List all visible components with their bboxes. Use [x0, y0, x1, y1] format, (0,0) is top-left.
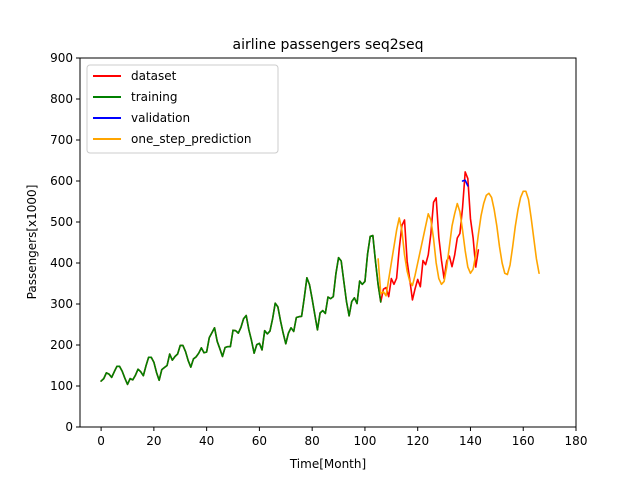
- x-axis-label: Time[Month]: [289, 457, 366, 471]
- series-line-one-step-prediction: [377, 190, 540, 297]
- legend-label-training: training: [131, 90, 178, 104]
- y-tick-label: 400: [50, 256, 73, 270]
- x-tick-label: 140: [459, 434, 482, 448]
- x-tick-label: 120: [406, 434, 429, 448]
- series-layer: [100, 171, 540, 386]
- x-tick-label: 40: [199, 434, 214, 448]
- series-line-validation: [461, 179, 469, 187]
- legend: dataset training validation one_step_predic…: [86, 64, 279, 154]
- y-tick-label: 700: [50, 133, 73, 147]
- y-tick-label: 900: [50, 51, 73, 65]
- x-tick-label: 20: [146, 434, 161, 448]
- y-tick-label: 600: [50, 174, 73, 188]
- chart-title: airline passengers seq2seq: [233, 37, 424, 53]
- legend-label-validation: validation: [131, 111, 190, 125]
- y-tick-label: 200: [50, 338, 73, 352]
- x-tick-label: 180: [565, 434, 588, 448]
- plot-frame: [79, 57, 577, 428]
- legend-box: [86, 64, 279, 154]
- x-tick-label: 100: [353, 434, 376, 448]
- y-tick-label: 300: [50, 297, 73, 311]
- x-tick-label: 60: [252, 434, 267, 448]
- y-tick-label: 100: [50, 379, 73, 393]
- x-tick-label: 160: [512, 434, 535, 448]
- legend-label-dataset: dataset: [131, 69, 177, 83]
- y-axis-ticks: 0 100 200 300 400 500 600 700 800 900: [50, 51, 80, 434]
- x-tick-label: 0: [97, 434, 105, 448]
- x-tick-label: 80: [305, 434, 320, 448]
- y-tick-label: 500: [50, 215, 73, 229]
- y-tick-label: 0: [65, 420, 73, 434]
- legend-label-one-step-prediction: one_step_prediction: [131, 132, 252, 146]
- x-axis-ticks: 0 20 40 60 80 100 120 140 160 180: [97, 427, 587, 448]
- y-axis-label: Passengers[x1000]: [25, 185, 39, 300]
- series-line-training: [100, 234, 382, 386]
- y-tick-label: 800: [50, 92, 73, 106]
